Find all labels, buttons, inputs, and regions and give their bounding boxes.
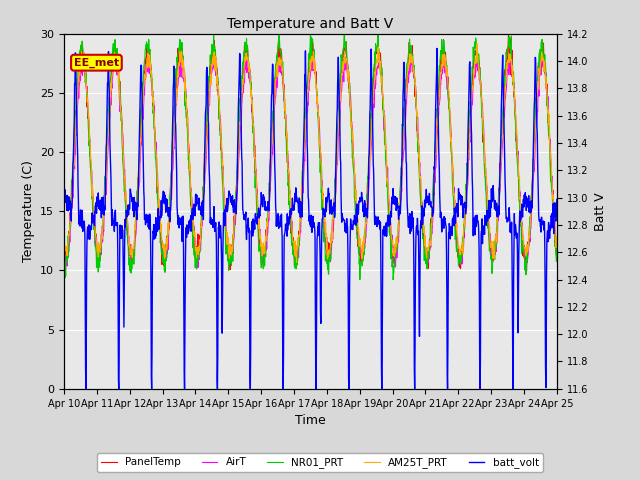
batt_volt [553, 197, 561, 203]
AM25T_PRT [158, 233, 166, 239]
batt_volt [495, 212, 503, 218]
AM25T_PRT [553, 240, 561, 246]
AirT [408, 50, 415, 56]
NR01_PRT [389, 277, 397, 283]
NR01_PRT [60, 267, 68, 273]
AirT [523, 268, 531, 274]
PanelTemp [170, 130, 177, 135]
AirT [495, 207, 502, 213]
PanelTemp [451, 215, 459, 220]
batt_volt [170, 63, 178, 69]
NR01_PRT [158, 251, 166, 257]
Line: PanelTemp: PanelTemp [64, 33, 557, 270]
Title: Temperature and Batt V: Temperature and Batt V [227, 17, 394, 31]
NR01_PRT [553, 246, 561, 252]
AirT [451, 211, 459, 217]
AM25T_PRT [473, 41, 481, 47]
AM25T_PRT [495, 194, 503, 200]
NR01_PRT [387, 256, 394, 262]
batt_volt [225, 188, 233, 194]
batt_volt [387, 210, 394, 216]
PanelTemp [227, 267, 234, 273]
AM25T_PRT [292, 260, 300, 265]
NR01_PRT [307, 25, 314, 31]
PanelTemp [225, 250, 232, 256]
NR01_PRT [495, 196, 503, 202]
batt_volt [433, 46, 441, 51]
AM25T_PRT [170, 133, 177, 139]
AM25T_PRT [225, 245, 232, 251]
AirT [225, 251, 232, 257]
batt_volt [452, 220, 460, 226]
Line: AM25T_PRT: AM25T_PRT [64, 44, 557, 263]
AirT [158, 240, 166, 246]
PanelTemp [553, 243, 561, 249]
AM25T_PRT [387, 223, 394, 228]
AirT [60, 246, 68, 252]
NR01_PRT [170, 134, 177, 140]
AM25T_PRT [60, 237, 68, 243]
Y-axis label: Temperature (C): Temperature (C) [22, 160, 35, 262]
AirT [170, 144, 177, 150]
Line: NR01_PRT: NR01_PRT [64, 28, 557, 280]
PanelTemp [505, 30, 513, 36]
batt_volt [60, 183, 68, 189]
Text: EE_met: EE_met [74, 58, 119, 68]
Legend: PanelTemp, AirT, NR01_PRT, AM25T_PRT, batt_volt: PanelTemp, AirT, NR01_PRT, AM25T_PRT, ba… [97, 453, 543, 472]
PanelTemp [60, 252, 68, 258]
AM25T_PRT [451, 211, 459, 216]
AirT [387, 219, 394, 225]
NR01_PRT [452, 237, 460, 242]
PanelTemp [158, 250, 166, 256]
AirT [553, 248, 561, 254]
Line: batt_volt: batt_volt [64, 48, 557, 389]
Y-axis label: Batt V: Batt V [594, 192, 607, 230]
PanelTemp [495, 196, 502, 202]
X-axis label: Time: Time [295, 414, 326, 427]
Line: AirT: AirT [64, 53, 557, 271]
batt_volt [158, 208, 166, 214]
PanelTemp [387, 234, 394, 240]
batt_volt [82, 386, 90, 392]
NR01_PRT [225, 267, 232, 273]
